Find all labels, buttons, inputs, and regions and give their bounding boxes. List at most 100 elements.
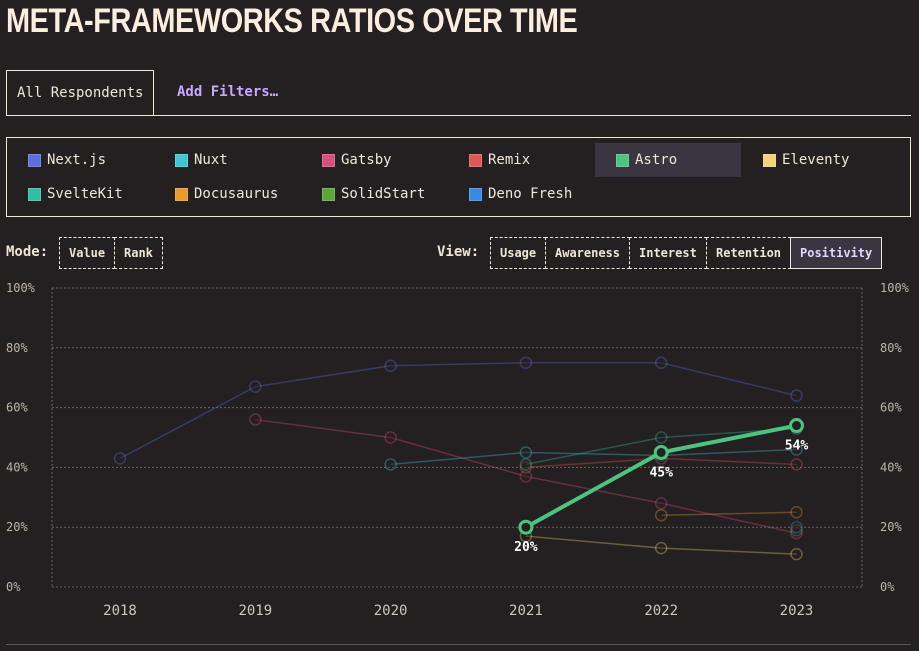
data-point (790, 547, 803, 561)
data-point (519, 458, 533, 471)
legend-item[interactable]: Next.js (7, 143, 153, 177)
x-tick-label: 2020 (374, 603, 408, 619)
y-tick-label: 60% (6, 401, 28, 415)
data-point (519, 356, 533, 369)
toggle-button[interactable]: Value (59, 237, 116, 269)
y-tick-label: 20% (880, 520, 902, 534)
data-label: 20% (514, 540, 538, 555)
legend: Next.js Nuxt Gatsby Remix Astro Eleventy Svelt… (6, 137, 911, 217)
y-tick-label: 80% (880, 341, 902, 355)
series-line (661, 511, 797, 516)
page-title: META-FRAMEWORKS RATIOS OVER TIME (6, 2, 578, 40)
data-point (654, 431, 668, 444)
toggle-button[interactable]: Awareness (545, 237, 631, 269)
x-tick-label: 2022 (644, 603, 678, 619)
legend-swatch (322, 187, 335, 201)
x-tick-label: 2018 (103, 603, 137, 619)
legend-item[interactable]: Gatsby (301, 143, 447, 177)
legend-label: Eleventy (782, 152, 850, 168)
legend-item[interactable]: SolidStart (301, 177, 447, 211)
legend-item[interactable]: Nuxt (154, 143, 300, 177)
y-tick-label: 0% (6, 580, 21, 594)
data-point (790, 443, 803, 456)
data-point (654, 508, 668, 522)
mode-label: Mode: (6, 244, 49, 260)
legend-label: SolidStart (341, 186, 426, 202)
data-point (249, 380, 262, 393)
legend-swatch (322, 153, 335, 167)
y-tick-label: 40% (880, 460, 902, 474)
toggle-button[interactable]: Rank (114, 237, 163, 269)
legend-item[interactable]: Deno Fresh (448, 177, 594, 211)
legend-swatch (28, 153, 41, 167)
toggle-button[interactable]: Usage (490, 237, 547, 269)
legend-label: Next.js (47, 152, 107, 168)
series-line (255, 418, 797, 534)
toggle-button[interactable]: Interest (629, 237, 707, 269)
legend-label: Gatsby (341, 152, 392, 168)
y-tick-label: 100% (6, 281, 36, 295)
data-point (654, 356, 668, 369)
legend-item[interactable]: Eleventy (742, 143, 888, 177)
data-label: 45% (649, 465, 673, 480)
legend-label: Deno Fresh (488, 186, 573, 202)
y-tick-label: 80% (6, 341, 28, 355)
view-label: View: (437, 244, 480, 260)
data-point (654, 497, 668, 510)
data-point (790, 389, 803, 402)
data-point (519, 470, 533, 483)
y-tick-label: 100% (880, 281, 910, 295)
legend-swatch (469, 153, 482, 167)
series-line (390, 448, 797, 466)
data-point (790, 506, 803, 519)
data-point (113, 452, 127, 465)
chart: 0% 0% 20% 20% 40% 40% 60% 60% 80% 80% 100% 100% 2018… (6, 281, 910, 619)
x-tick-label: 2023 (780, 603, 814, 619)
data-point (384, 431, 397, 444)
data-point (789, 418, 804, 434)
data-point (519, 461, 533, 474)
data-point (790, 526, 803, 540)
tab[interactable]: All Respondents (6, 70, 155, 116)
legend-label: Remix (488, 152, 531, 168)
legend-swatch (175, 187, 188, 201)
data-point (519, 446, 533, 459)
tab[interactable]: Add Filters… (177, 84, 279, 100)
data-point (384, 359, 397, 372)
divider (6, 644, 911, 645)
series-line (525, 427, 797, 466)
legend-item[interactable]: SvelteKit (7, 177, 153, 211)
legend-item[interactable]: Remix (448, 143, 594, 177)
y-tick-label: 0% (880, 580, 895, 594)
data-point (654, 541, 668, 555)
data-point (790, 523, 803, 537)
toggle-button[interactable]: Retention (706, 237, 792, 269)
data-point (249, 413, 262, 426)
legend-label: Docusaurus (194, 186, 279, 202)
data-point (653, 444, 669, 460)
data-point (790, 458, 803, 471)
legend-label: Nuxt (194, 152, 228, 168)
legend-swatch (28, 187, 41, 201)
data-point (790, 520, 803, 534)
legend-item[interactable]: Astro (595, 143, 741, 177)
toggle-button[interactable]: Positivity (790, 237, 883, 269)
legend-label: SvelteKit (47, 186, 123, 202)
legend-swatch (469, 187, 482, 201)
y-tick-label: 40% (6, 460, 28, 474)
data-point (518, 519, 534, 535)
legend-swatch (175, 153, 188, 167)
legend-swatch (763, 153, 776, 167)
legend-item[interactable]: Docusaurus (154, 177, 300, 211)
legend-label: Astro (635, 152, 678, 168)
legend-swatch (616, 153, 629, 167)
x-tick-label: 2019 (238, 603, 272, 619)
y-tick-label: 60% (880, 401, 902, 415)
x-tick-label: 2021 (509, 603, 543, 619)
y-tick-label: 20% (6, 520, 28, 534)
series-line (525, 535, 797, 555)
data-label: 54% (785, 439, 809, 454)
series-line (119, 362, 797, 460)
divider (6, 115, 911, 116)
